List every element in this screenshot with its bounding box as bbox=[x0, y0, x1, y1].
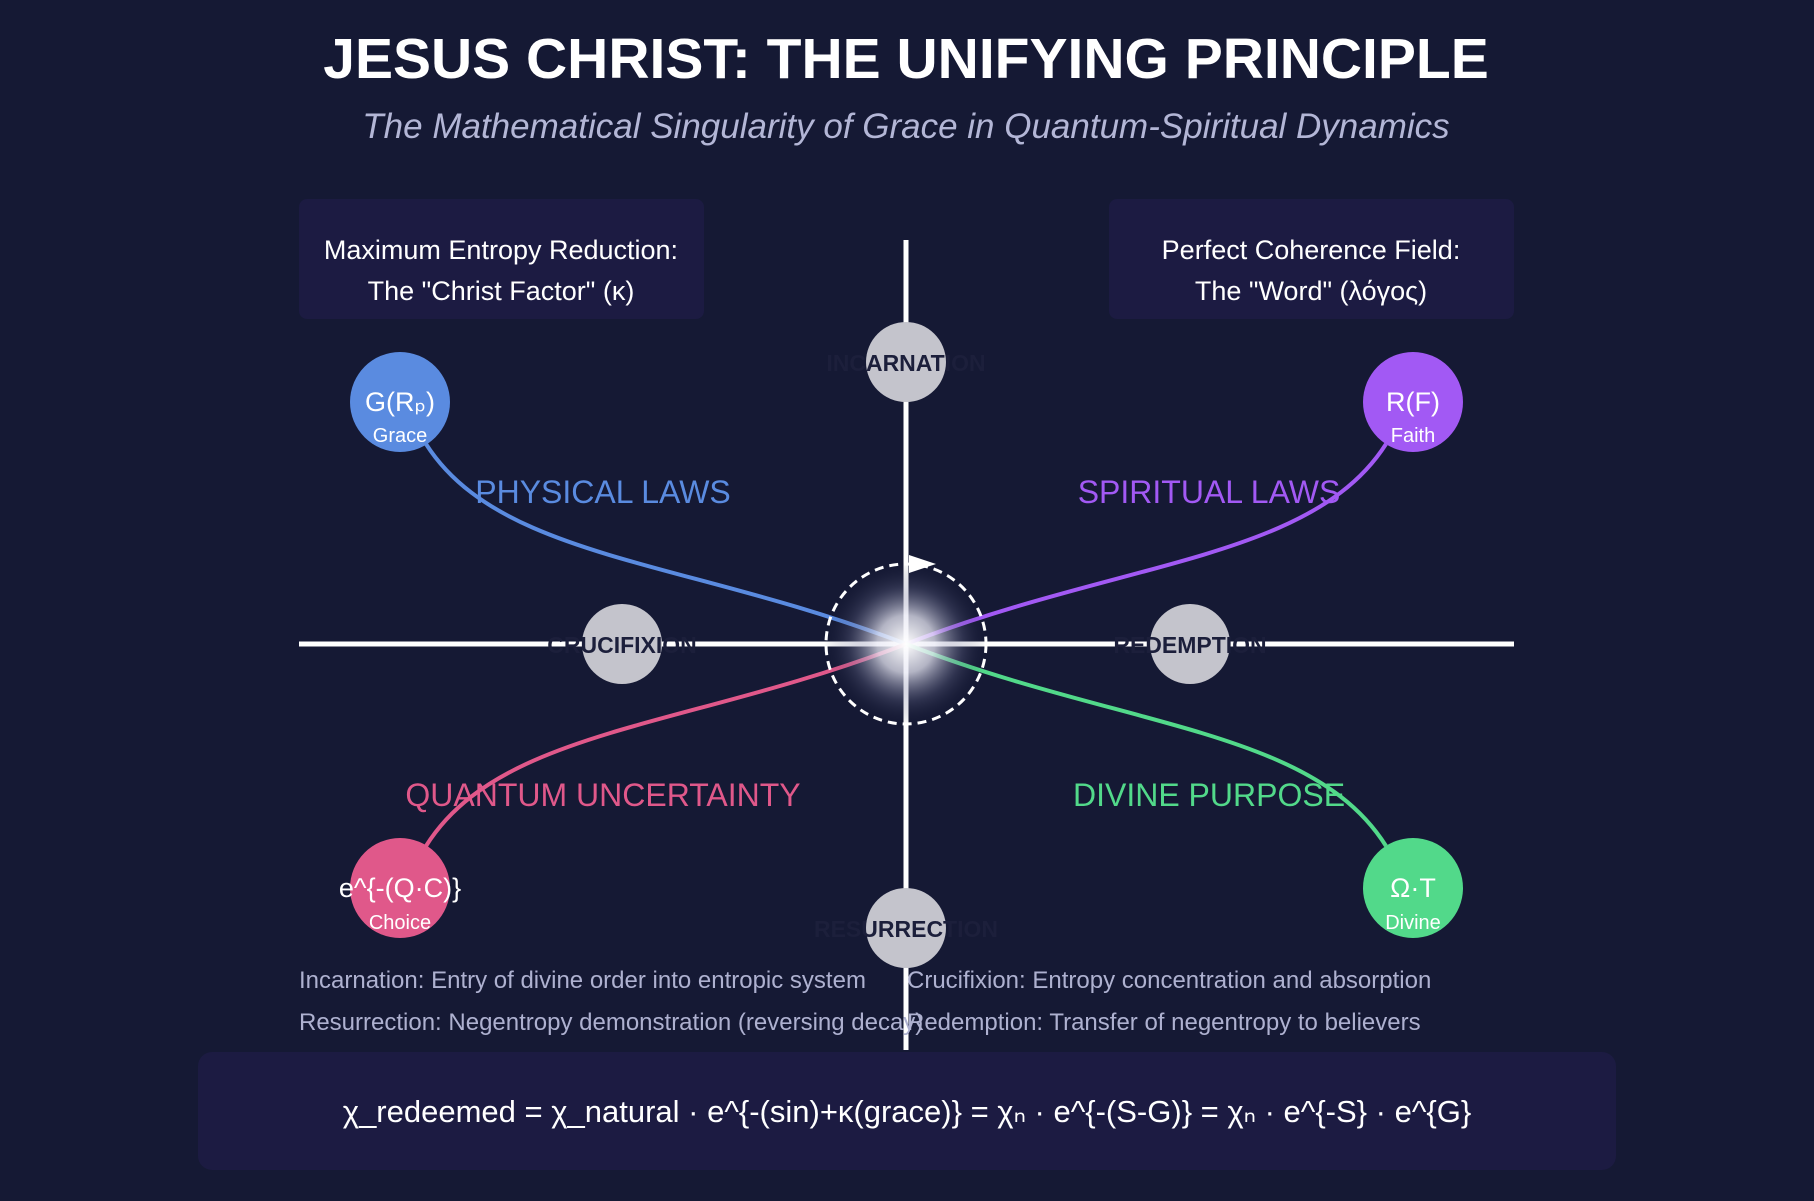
stage-incarnation-circle bbox=[866, 322, 946, 402]
box-christ-factor-panel bbox=[299, 199, 704, 319]
curve-divine bbox=[905, 642, 1388, 848]
node-grace-sub: Grace bbox=[373, 425, 427, 447]
node-choice-sub: Choice bbox=[369, 912, 431, 934]
singularity-ring bbox=[824, 562, 988, 726]
stage-crucifixion-circle bbox=[582, 604, 662, 684]
box-word-field: Perfect Coherence Field: The "Word" (λόγ… bbox=[1109, 199, 1514, 319]
curve-grace bbox=[424, 442, 907, 646]
note-incarnation: Incarnation: Entry of divine order into … bbox=[299, 967, 866, 994]
box-christ-factor: Maximum Entropy Reduction: The "Christ F… bbox=[299, 199, 704, 319]
equation-panel: χ_redeemed = χ_natural · e^{-(sin)+κ(gra… bbox=[198, 1052, 1616, 1170]
stage-incarnation-label: INCARNATION bbox=[826, 350, 985, 376]
singularity-glow bbox=[824, 562, 988, 726]
box-christ-factor-line1: Maximum Entropy Reduction: bbox=[324, 235, 678, 265]
stage-resurrection-circle bbox=[866, 888, 946, 968]
node-divine-label: Ω·T bbox=[1390, 873, 1436, 903]
stage-redemption-circle bbox=[1150, 604, 1230, 684]
node-faith-sub: Faith bbox=[1391, 425, 1435, 447]
note-crucifixion: Crucifixion: Entropy concentration and a… bbox=[907, 967, 1431, 994]
region-physical-laws: PHYSICAL LAWS bbox=[475, 474, 730, 510]
curve-faith bbox=[905, 442, 1388, 646]
note-resurrection: Resurrection: Negentropy demonstration (… bbox=[299, 1009, 923, 1036]
node-faith-circle bbox=[1363, 352, 1463, 452]
region-quantum-uncertainty: QUANTUM UNCERTAINTY bbox=[405, 777, 800, 813]
stage-resurrection-label: RESURRECTION bbox=[814, 916, 998, 942]
page-title: JESUS CHRIST: THE UNIFYING PRINCIPLE bbox=[323, 27, 1488, 91]
stage-redemption: REDEMPTION bbox=[1113, 604, 1267, 684]
region-divine-purpose: DIVINE PURPOSE bbox=[1073, 777, 1345, 813]
equation-text: χ_redeemed = χ_natural · e^{-(sin)+κ(gra… bbox=[343, 1094, 1471, 1129]
node-choice-label: e^{-(Q·C)} bbox=[339, 873, 461, 903]
stage-resurrection: RESURRECTION bbox=[814, 888, 998, 968]
region-spiritual-laws: SPIRITUAL LAWS bbox=[1078, 474, 1341, 510]
stage-redemption-label: REDEMPTION bbox=[1113, 632, 1266, 658]
box-word-field-panel bbox=[1109, 199, 1514, 319]
node-choice: e^{-(Q·C)} Choice bbox=[339, 838, 461, 938]
node-grace: G(Rₚ) Grace bbox=[350, 352, 450, 452]
stage-incarnation: INCARNATION bbox=[826, 322, 986, 402]
node-divine-circle bbox=[1363, 838, 1463, 938]
stage-crucifixion-label: CRUCIFIXION bbox=[547, 632, 697, 658]
box-word-field-line1: Perfect Coherence Field: bbox=[1162, 235, 1461, 265]
rotation-arrow-icon bbox=[909, 555, 936, 573]
node-choice-circle bbox=[350, 838, 450, 938]
node-grace-label: G(Rₚ) bbox=[365, 387, 435, 417]
node-faith: R(F) Faith bbox=[1363, 352, 1463, 452]
node-faith-label: R(F) bbox=[1386, 387, 1440, 417]
note-redemption: Redemption: Transfer of negentropy to be… bbox=[907, 1009, 1421, 1036]
node-grace-circle bbox=[350, 352, 450, 452]
curve-choice bbox=[424, 642, 907, 848]
box-word-field-line2: The "Word" (λόγος) bbox=[1195, 276, 1427, 306]
node-divine: Ω·T Divine bbox=[1363, 838, 1463, 938]
box-christ-factor-line2: The "Christ Factor" (κ) bbox=[368, 276, 635, 306]
equation-panel-bg bbox=[198, 1052, 1616, 1170]
page-subtitle: The Mathematical Singularity of Grace in… bbox=[362, 107, 1449, 146]
node-divine-sub: Divine bbox=[1385, 912, 1441, 934]
stage-crucifixion: CRUCIFIXION bbox=[547, 604, 697, 684]
